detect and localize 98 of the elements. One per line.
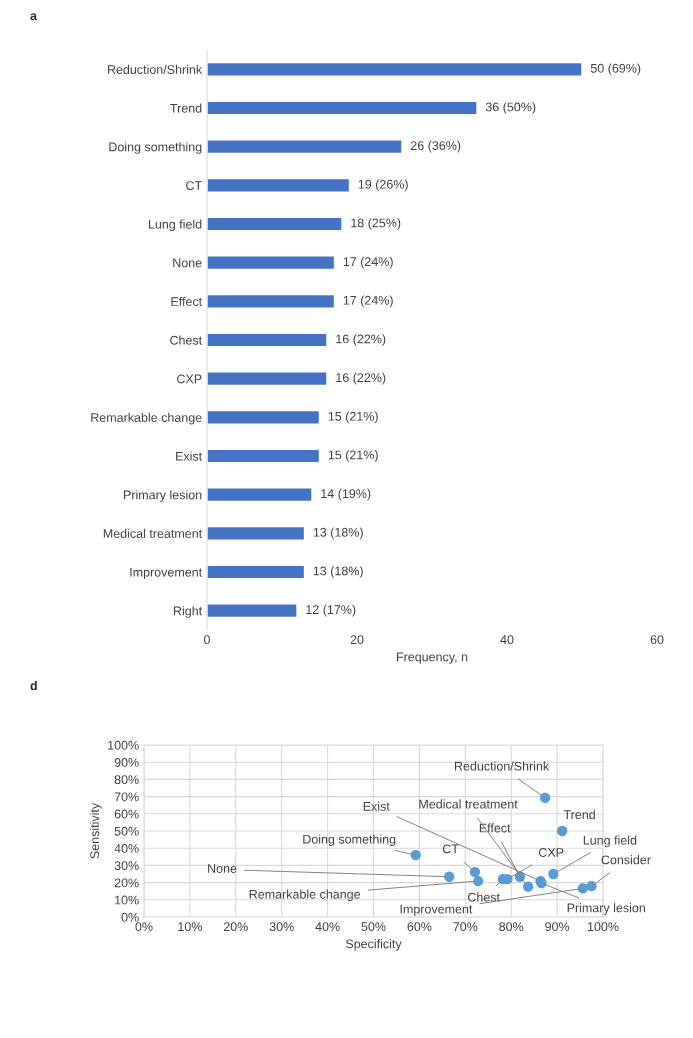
data-label: 17 (24%)	[343, 256, 393, 269]
data-label: 12 (17%)	[306, 604, 356, 617]
point	[540, 792, 551, 803]
y-tick-label: Doing something	[109, 142, 202, 154]
y-tick-label: Right	[173, 606, 203, 618]
y-tick-label: 60%	[114, 809, 139, 819]
bar	[207, 564, 306, 580]
bar	[207, 139, 403, 155]
bar	[207, 100, 478, 116]
y-tick-label: 40%	[114, 844, 139, 853]
x-tick-label: 60%	[407, 922, 432, 932]
y-tick-label: Exist	[176, 451, 203, 461]
bar	[207, 371, 328, 387]
bar	[207, 293, 336, 309]
data-label: 15 (21%)	[328, 450, 378, 462]
y-tick-label: Primary lesion	[123, 490, 202, 502]
data-label: 15 (21%)	[328, 411, 378, 424]
y-tick-label: None	[173, 258, 202, 268]
annotation: Doing something	[303, 834, 396, 847]
bar	[207, 255, 336, 271]
bar	[207, 487, 313, 503]
data-label: 17 (24%)	[343, 295, 393, 308]
y-tick-label: Remarkable change	[91, 412, 202, 425]
annotation: Remarkable change	[249, 889, 361, 902]
x-tick-label: 40	[500, 635, 514, 645]
annotation: Effect	[479, 823, 511, 833]
y-tick-label: Improvement	[130, 567, 203, 580]
bar	[207, 525, 306, 541]
y-tick-label: 30%	[114, 861, 139, 871]
x-tick-label: 50%	[361, 922, 386, 932]
y-tick-label: Trend	[170, 103, 202, 113]
point	[586, 881, 597, 892]
point	[444, 871, 455, 882]
y-tick-label: 10%	[115, 895, 139, 905]
y-tick-label: 0%	[121, 912, 139, 922]
y-tick-label: 20%	[114, 878, 139, 888]
point	[473, 875, 484, 887]
y-tick-label: Reduction/Shrink	[107, 64, 203, 74]
point	[523, 881, 534, 892]
annotation: Medical treatment	[419, 799, 518, 809]
bar	[207, 61, 583, 77]
x-tick-label: 60	[650, 635, 664, 645]
annotation: Lung field	[583, 835, 637, 848]
bar	[207, 448, 321, 464]
bar	[207, 177, 351, 193]
y-axis-title: Sensitivity	[89, 802, 102, 859]
x-tick-label: 80%	[499, 922, 524, 932]
annotation: CXP	[538, 848, 564, 857]
x-tick-label: 20	[350, 635, 364, 645]
annotation: Exist	[363, 801, 390, 811]
y-tick-label: 100%	[108, 740, 139, 750]
data-label: 13 (18%)	[313, 566, 363, 578]
x-tick-label: 70%	[453, 922, 478, 932]
y-tick-label: 70%	[114, 792, 139, 802]
point	[469, 866, 481, 878]
bar	[207, 409, 321, 425]
text: a	[30, 13, 38, 21]
x-tick-label: 0	[204, 635, 210, 645]
annotation: Chest	[467, 892, 500, 902]
data-label: 19 (26%)	[358, 179, 408, 192]
data-label: 16 (22%)	[336, 372, 386, 385]
bar	[207, 332, 328, 348]
x-tick-label: 100%	[587, 922, 619, 932]
annotation: Primary lesion	[567, 903, 645, 915]
y-tick-label: CT	[186, 181, 202, 190]
annotation: None	[208, 864, 237, 873]
x-tick-label: 40%	[315, 922, 340, 932]
data-label: 50 (69%)	[590, 63, 641, 76]
data-label: 36 (50%)	[485, 102, 536, 114]
y-tick-label: 50%	[114, 826, 139, 836]
y-tick-label: 90%	[114, 758, 139, 767]
bar	[207, 603, 298, 619]
data-label: 26 (36%)	[410, 140, 461, 153]
point	[548, 868, 559, 880]
data-label: 16 (22%)	[336, 334, 386, 346]
point	[410, 849, 421, 861]
x-tick-label: 90%	[545, 922, 570, 932]
annotation: Trend	[563, 809, 595, 820]
x-tick-label: 30%	[269, 922, 294, 932]
y-tick-label: Effect	[171, 296, 203, 306]
y-tick-label: Lung field	[148, 219, 202, 232]
y-tick-label: Medical treatment	[103, 528, 203, 538]
x-tick-label: 20%	[223, 922, 248, 932]
text: d	[30, 680, 37, 691]
data-label: 18 (25%)	[351, 218, 401, 230]
annotation: Consider	[601, 855, 651, 865]
data-label: 13 (18%)	[313, 527, 363, 540]
annotation: Reduction/Shrink	[454, 761, 550, 771]
y-tick-label: CXP	[177, 374, 202, 384]
annotation: Improvement	[400, 904, 473, 916]
annotation: CT	[442, 844, 459, 854]
y-tick-label: Chest	[170, 335, 203, 345]
data-label: 14 (19%)	[321, 488, 371, 501]
x-axis-title: Specificity	[345, 939, 402, 951]
x-axis-title: Frequency, n	[397, 652, 468, 664]
bar	[207, 216, 343, 232]
point	[557, 825, 568, 837]
y-tick-label: 80%	[114, 775, 139, 785]
